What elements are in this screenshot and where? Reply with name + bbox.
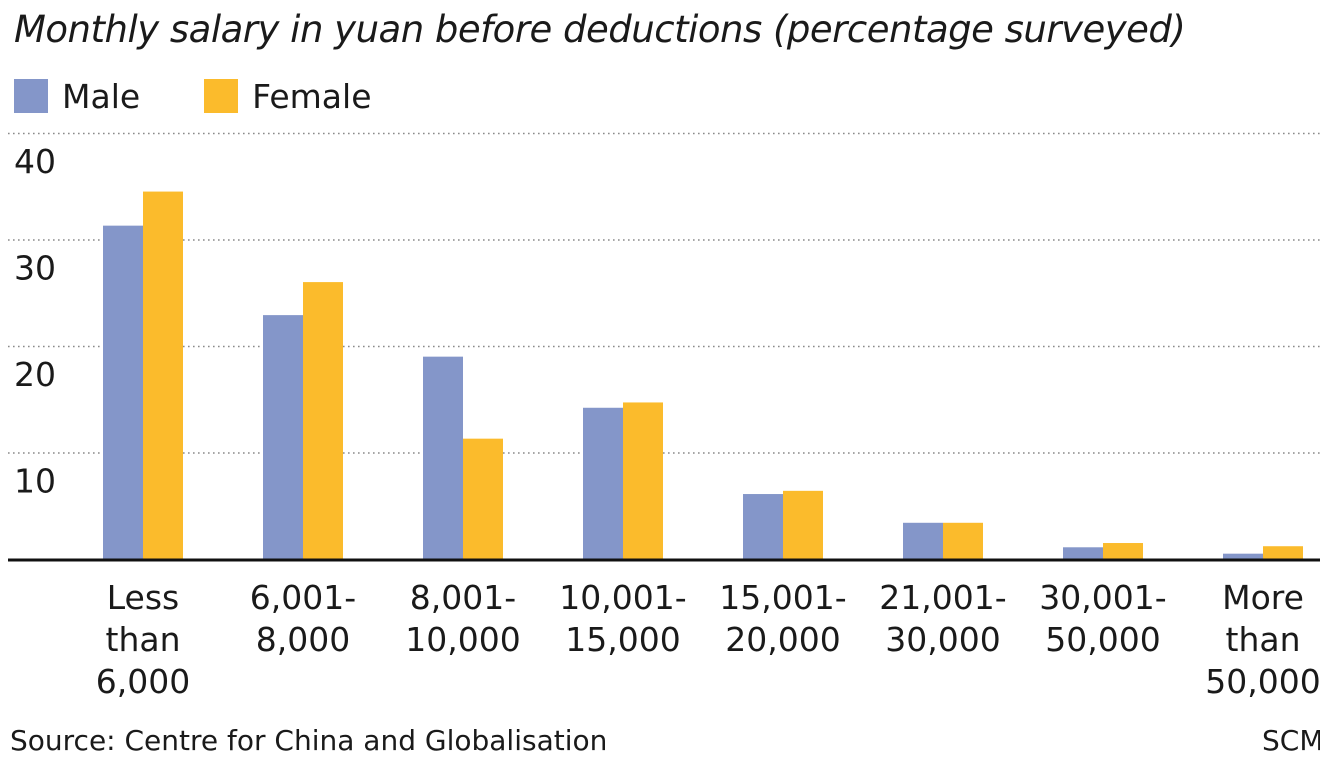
bar-female bbox=[943, 522, 983, 559]
legend-item-female: Female bbox=[204, 76, 372, 116]
y-tick-label: 40 bbox=[14, 142, 56, 181]
legend-swatch-male bbox=[14, 79, 48, 113]
bar-male bbox=[1063, 547, 1103, 559]
x-tick-label: Less than 6,000 bbox=[96, 578, 190, 701]
bar-male bbox=[903, 522, 943, 559]
y-tick-label: 30 bbox=[14, 249, 56, 288]
x-tick-label: 30,001-50,000 bbox=[1039, 578, 1166, 659]
bar-female bbox=[463, 438, 503, 559]
x-tick-label: More than 50,000 bbox=[1205, 578, 1320, 701]
bar-female bbox=[303, 282, 343, 559]
bar-male bbox=[583, 407, 623, 559]
x-tick-label: 21,001-30,000 bbox=[879, 578, 1006, 659]
legend: Male Female bbox=[14, 74, 436, 118]
bar-female bbox=[1103, 543, 1143, 559]
y-tick-label: 10 bbox=[14, 462, 56, 501]
source-note: Source: Centre for China and Globalisati… bbox=[10, 724, 608, 757]
legend-label-male: Male bbox=[62, 76, 141, 116]
bar-male bbox=[743, 494, 783, 559]
legend-item-male: Male bbox=[14, 77, 140, 116]
legend-label-female: Female bbox=[252, 76, 372, 116]
bar-female bbox=[1263, 546, 1303, 559]
y-tick-label: 20 bbox=[14, 355, 56, 394]
bar-male bbox=[1223, 553, 1263, 559]
bar-female bbox=[783, 490, 823, 559]
x-tick-label: 6,001-8,000 bbox=[250, 578, 356, 659]
legend-swatch-female bbox=[204, 79, 239, 113]
bar-female bbox=[143, 191, 183, 559]
credit-text: SCMP bbox=[1262, 724, 1320, 757]
bar-female bbox=[623, 402, 663, 559]
x-tick-label: 15,001-20,000 bbox=[719, 578, 846, 659]
bar-male bbox=[263, 315, 303, 559]
chart-title: Monthly salary in yuan before deductions… bbox=[14, 8, 1186, 51]
x-tick-label: 10,001-15,000 bbox=[559, 578, 686, 659]
x-tick-label: 8,001-10,000 bbox=[405, 578, 520, 659]
bar-male bbox=[423, 356, 463, 559]
bar-male bbox=[103, 225, 143, 559]
